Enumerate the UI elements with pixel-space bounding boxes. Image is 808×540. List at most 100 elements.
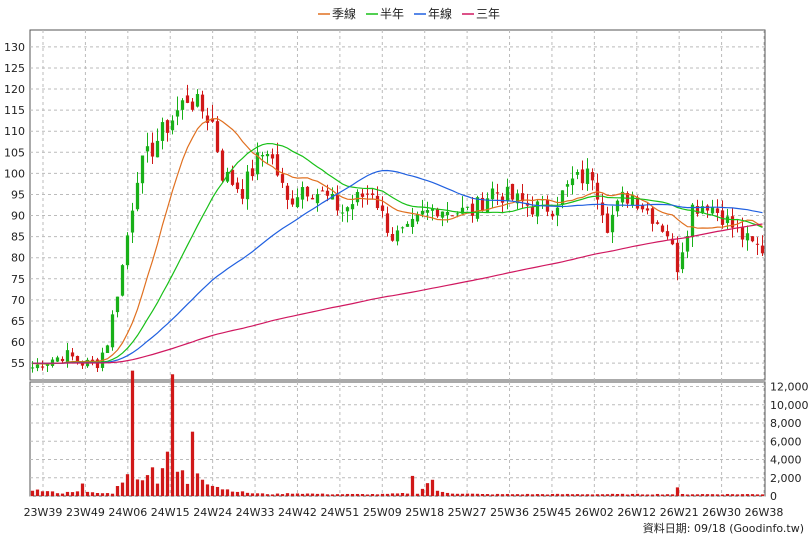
candle-body [345, 207, 350, 212]
volume-bar [575, 494, 580, 496]
candle-body [55, 357, 60, 362]
ma-3year-line [32, 223, 763, 364]
candle-body [80, 361, 85, 366]
volume-bar [555, 493, 560, 496]
candle-body [240, 189, 245, 199]
candle-body [70, 352, 75, 357]
x-tick-label: 24W33 [236, 506, 275, 519]
volume-bar [220, 489, 225, 496]
candle-body [570, 178, 575, 186]
volume-bar [280, 494, 285, 496]
volume-bar [330, 494, 335, 496]
candle-body [495, 192, 500, 194]
price-tick-label: 75 [11, 273, 25, 286]
candle-body [490, 188, 495, 200]
volume-bar [470, 493, 475, 496]
volume-bar [675, 487, 680, 496]
candle-body [90, 359, 95, 362]
volume-bar [565, 493, 570, 496]
volume-bar [755, 494, 760, 496]
candle-body [40, 366, 45, 368]
x-tick-label: 24W42 [278, 506, 317, 519]
candle-body [355, 191, 360, 203]
volume-bar [585, 494, 590, 496]
legend-label-2: 年線 [428, 6, 452, 21]
volume-bar [335, 494, 340, 496]
x-tick-label: 26W30 [702, 506, 741, 519]
volume-bar [100, 493, 105, 496]
volume-bar [515, 494, 520, 496]
candle-body [410, 218, 415, 227]
candle-body [130, 210, 135, 233]
price-frame [29, 29, 766, 381]
volume-bar [340, 494, 345, 496]
volume-bar [430, 479, 435, 496]
candle-body [315, 194, 320, 204]
x-axis: 23W39 23W49 24W06 24W15 24W24 24W33 24W42 24W51… [24, 506, 784, 519]
volume-bar [760, 494, 765, 496]
volume-bar [185, 483, 190, 496]
price-tick-label: 100 [4, 167, 25, 180]
candle-body [45, 364, 50, 366]
candle-body [750, 236, 755, 242]
volume-bar [600, 494, 605, 496]
candle-body [565, 184, 570, 187]
candle-body [370, 193, 375, 196]
volume-bar [655, 493, 660, 496]
candle-body [415, 214, 420, 222]
volume-axis: 0 2,000 4,000 6,000 8,000 10,000 12,000 [770, 381, 808, 503]
volume-bar [695, 494, 700, 496]
volume-bar [400, 493, 405, 496]
candle-body [75, 355, 80, 362]
volume-bars [30, 370, 765, 496]
candle-body [300, 187, 305, 200]
volume-bar [375, 494, 380, 496]
candle-body [110, 314, 115, 348]
volume-bar [665, 494, 670, 496]
volume-bar [140, 480, 145, 496]
volume-bar [460, 493, 465, 496]
ma-halfyear-line [32, 142, 763, 365]
volume-bar [325, 494, 330, 496]
candle-body [655, 222, 660, 224]
candle-body [575, 172, 580, 175]
price-tick-label: 65 [11, 315, 25, 328]
candle-body [310, 197, 315, 200]
candle-body [420, 210, 425, 215]
candle-body [670, 238, 675, 245]
candle-body [485, 198, 490, 213]
volume-bar [680, 493, 685, 496]
candle-body [600, 202, 605, 216]
candle-body [535, 201, 540, 217]
candle-body [645, 208, 650, 211]
volume-bar [190, 431, 195, 496]
candle-body [615, 200, 620, 212]
candle-body [290, 198, 295, 205]
volume-bar [480, 494, 485, 496]
volume-bar [245, 492, 250, 496]
volume-bar [105, 493, 110, 496]
volume-bar [265, 494, 270, 496]
candle-body [530, 206, 535, 215]
volume-bar [550, 493, 555, 496]
x-tick-label: 25W36 [490, 506, 529, 519]
candle-body [225, 171, 230, 182]
volume-bar [205, 484, 210, 496]
volume-bar [450, 493, 455, 496]
volume-bar [285, 493, 290, 496]
x-tick-label: 26W12 [617, 506, 656, 519]
candle-body [400, 227, 405, 229]
x-tick-label: 24W51 [320, 506, 359, 519]
price-tick-label: 110 [4, 125, 25, 138]
volume-bar [405, 493, 410, 496]
volume-bar [750, 494, 755, 496]
x-tick-label: 25W45 [533, 506, 572, 519]
volume-bar [685, 494, 690, 496]
volume-bar [525, 493, 530, 496]
candle-body [745, 233, 750, 241]
volume-bar [260, 493, 265, 496]
price-tick-label: 90 [11, 210, 25, 223]
volume-bar [40, 491, 45, 496]
volume-bar [235, 491, 240, 496]
